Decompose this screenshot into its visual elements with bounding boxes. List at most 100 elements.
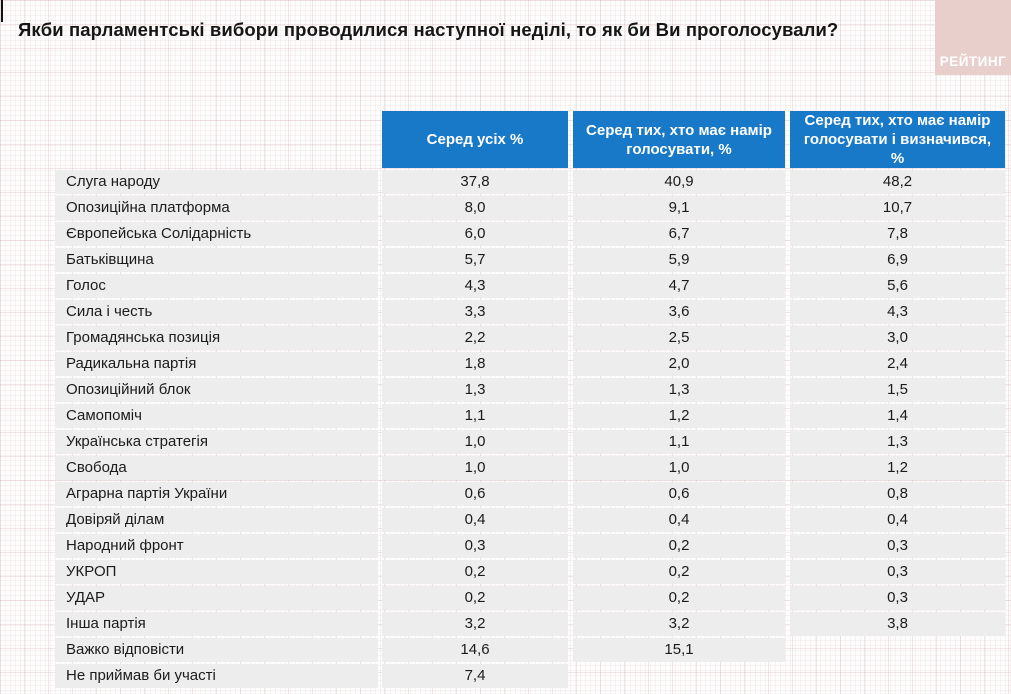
value-cell: 1,3 [790,430,1005,454]
table-row: УКРОП 0,2 0,2 0,3 [55,560,1005,584]
value-cell: 5,9 [573,248,785,272]
value-cell: 3,0 [790,326,1005,350]
value-cell: 0,2 [382,586,568,610]
table-row: Радикальна партія 1,8 2,0 2,4 [55,352,1005,376]
value-cell: 7,4 [382,664,568,688]
value-cell: 15,1 [573,638,785,662]
party-label: Українська стратегія [55,430,378,454]
value-cell: 1,1 [573,430,785,454]
table-row: Народний фронт 0,3 0,2 0,3 [55,534,1005,558]
value-cell: 1,4 [790,404,1005,428]
value-cell: 1,3 [382,378,568,402]
value-cell: 14,6 [382,638,568,662]
value-cell: 6,9 [790,248,1005,272]
value-cell: 1,8 [382,352,568,376]
value-cell: 5,7 [382,248,568,272]
value-cell: 0,2 [573,534,785,558]
table-row: Аграрна партія України 0,6 0,6 0,8 [55,482,1005,506]
value-cell: 1,0 [573,456,785,480]
value-cell: 2,0 [573,352,785,376]
table-row: УДАР 0,2 0,2 0,3 [55,586,1005,610]
rating-logo-text: РЕЙТИНГ [939,54,1007,69]
party-label: Свобода [55,456,378,480]
party-label: Аграрна партія України [55,482,378,506]
table-row: Самопоміч 1,1 1,2 1,4 [55,404,1005,428]
value-cell: 0,6 [573,482,785,506]
value-cell: 3,3 [382,300,568,324]
value-cell: 1,2 [790,456,1005,480]
party-label: Інша партія [55,612,378,636]
table-row: Не приймав би участі 7,4 [55,664,1005,688]
party-label: Європейська Солідарність [55,222,378,246]
value-cell: 2,2 [382,326,568,350]
party-label: Сила і честь [55,300,378,324]
table-row: Свобода 1,0 1,0 1,2 [55,456,1005,480]
value-cell: 2,4 [790,352,1005,376]
rating-logo: РЕЙТИНГ [935,0,1011,75]
table-row: Важко відповісти 14,6 15,1 [55,638,1005,662]
party-label: Самопоміч [55,404,378,428]
table-row: Голос 4,3 4,7 5,6 [55,274,1005,298]
party-label: Слуга народу [55,170,378,194]
column-header-among-all: Серед усіх % [382,111,568,168]
table-row: Інша партія 3,2 3,2 3,8 [55,612,1005,636]
page-edge-mark [1,0,3,22]
table-row: Громадянська позиція 2,2 2,5 3,0 [55,326,1005,350]
party-label: Опозиційна платформа [55,196,378,220]
party-label: Довіряй ділам [55,508,378,532]
table-row: Опозиційний блок 1,3 1,3 1,5 [55,378,1005,402]
value-cell: 3,2 [382,612,568,636]
value-cell: 1,2 [573,404,785,428]
value-cell: 4,7 [573,274,785,298]
table-row: Українська стратегія 1,0 1,1 1,3 [55,430,1005,454]
column-header-intend-to-vote: Серед тих, хто має намір голосувати, % [573,111,785,168]
value-cell: 5,6 [790,274,1005,298]
column-header-decided-voters: Серед тих, хто має намір голосувати і ви… [790,111,1005,168]
party-label: УКРОП [55,560,378,584]
value-cell: 0,3 [790,586,1005,610]
value-cell: 0,2 [573,586,785,610]
value-cell: 0,4 [382,508,568,532]
value-cell: 1,5 [790,378,1005,402]
value-cell: 0,3 [790,560,1005,584]
value-cell: 0,3 [382,534,568,558]
value-cell: 4,3 [790,300,1005,324]
value-cell: 6,7 [573,222,785,246]
party-label: Важко відповісти [55,638,378,662]
value-cell: 3,6 [573,300,785,324]
value-cell: 0,4 [790,508,1005,532]
value-cell: 37,8 [382,170,568,194]
value-cell: 4,3 [382,274,568,298]
party-label: Опозиційний блок [55,378,378,402]
table-row: Опозиційна платформа 8,0 9,1 10,7 [55,196,1005,220]
value-cell: 0,2 [573,560,785,584]
value-cell: 8,0 [382,196,568,220]
table-body: Слуга народу 37,8 40,9 48,2 Опозиційна платф… [55,170,1005,690]
value-cell: 3,2 [573,612,785,636]
value-cell: 2,5 [573,326,785,350]
table-row: Європейська Солідарність 6,0 6,7 7,8 [55,222,1005,246]
table-row: Сила і честь 3,3 3,6 4,3 [55,300,1005,324]
value-cell: 0,2 [382,560,568,584]
value-cell: 9,1 [573,196,785,220]
page-title: Якби парламентські вибори проводилися на… [18,19,839,40]
value-cell: 0,6 [382,482,568,506]
table-row: Довіряй ділам 0,4 0,4 0,4 [55,508,1005,532]
value-cell: 1,0 [382,456,568,480]
table-row: Батьківщина 5,7 5,9 6,9 [55,248,1005,272]
value-cell: 0,8 [790,482,1005,506]
party-label: Радикальна партія [55,352,378,376]
value-cell: 1,3 [573,378,785,402]
table-row: Слуга народу 37,8 40,9 48,2 [55,170,1005,194]
value-cell: 40,9 [573,170,785,194]
value-cell: 10,7 [790,196,1005,220]
party-label: Батьківщина [55,248,378,272]
party-label: Громадянська позиція [55,326,378,350]
party-label: Народний фронт [55,534,378,558]
party-label: Не приймав би участі [55,664,378,688]
value-cell: 1,1 [382,404,568,428]
value-cell: 7,8 [790,222,1005,246]
table-header: Серед усіх % Серед тих, хто має намір го… [55,111,1005,168]
value-cell: 6,0 [382,222,568,246]
